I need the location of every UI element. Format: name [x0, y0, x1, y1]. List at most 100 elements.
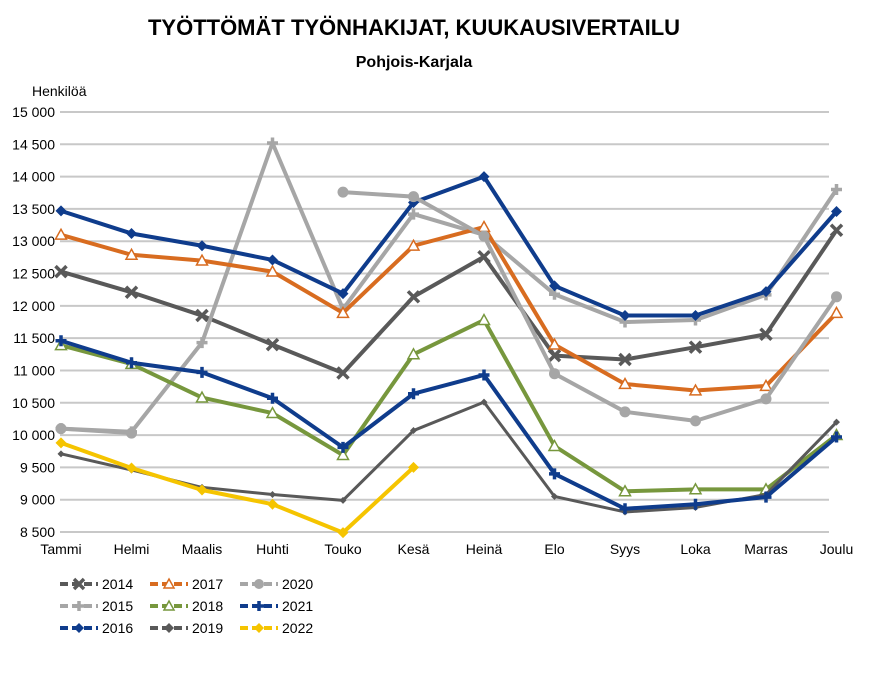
data-point	[55, 335, 67, 347]
data-point	[408, 208, 419, 220]
data-point	[126, 227, 137, 239]
data-point	[759, 327, 773, 342]
series-line	[60, 229, 839, 376]
series-2022	[55, 437, 419, 539]
x-tick-label: Joulu	[820, 541, 853, 557]
data-point	[690, 498, 701, 510]
data-point	[196, 337, 208, 349]
series-2014	[54, 223, 844, 380]
data-point	[619, 406, 631, 418]
data-point	[478, 369, 490, 381]
data-point	[337, 288, 349, 300]
y-tick-label: 15 000	[12, 104, 55, 120]
data-point	[690, 310, 701, 322]
series-line	[60, 225, 838, 393]
data-point	[195, 390, 209, 403]
series-2015	[55, 137, 842, 438]
legend-label: 2017	[192, 576, 223, 592]
x-tick-label: Elo	[544, 541, 564, 557]
data-point	[619, 310, 631, 322]
series-2017	[54, 219, 844, 396]
legend-marker	[162, 577, 176, 589]
data-point	[337, 441, 349, 453]
data-point	[478, 230, 490, 242]
legend-item-2021: 2021	[240, 598, 313, 614]
data-point	[54, 264, 68, 279]
y-tick-label: 12 000	[12, 298, 55, 314]
legend-item-2016: 2016	[60, 620, 133, 636]
data-point	[55, 423, 67, 435]
data-point	[547, 337, 562, 350]
data-point	[831, 184, 842, 196]
data-point	[549, 368, 560, 380]
series-2020	[55, 186, 842, 439]
data-point	[267, 254, 278, 266]
legend-item-2018: 2018	[150, 598, 223, 614]
legend-label: 2018	[192, 598, 223, 614]
legend-item-2022: 2022	[240, 620, 313, 636]
data-point	[54, 227, 68, 240]
x-tick-label: Maalis	[182, 541, 222, 557]
y-tick-label: 14 500	[12, 136, 55, 152]
data-point	[124, 247, 139, 260]
data-point	[124, 285, 139, 300]
data-point	[480, 398, 488, 406]
y-tick-label: 8 500	[20, 524, 55, 540]
data-point	[829, 223, 844, 237]
legend-marker	[164, 623, 174, 633]
series-2019	[57, 398, 840, 516]
legend-marker	[74, 623, 84, 633]
data-point	[547, 348, 562, 363]
legend-item-2019: 2019	[150, 620, 223, 636]
x-tick-label: Kesä	[398, 541, 430, 557]
data-point	[760, 393, 772, 405]
data-point	[406, 347, 421, 360]
data-point	[265, 406, 280, 419]
data-point	[406, 290, 421, 304]
data-point	[269, 491, 276, 499]
legend-marker	[162, 599, 176, 611]
series-line	[60, 318, 838, 494]
legend-item-2015: 2015	[60, 598, 133, 614]
x-tick-label: Touko	[324, 541, 362, 557]
data-point	[195, 308, 209, 323]
data-point	[619, 503, 631, 515]
series-line	[60, 426, 132, 436]
legend-marker	[254, 601, 264, 611]
data-point	[336, 305, 350, 319]
x-tick-label: Loka	[680, 541, 711, 557]
legend-label: 2021	[282, 598, 313, 614]
x-tick-label: Syys	[610, 541, 640, 557]
data-point	[831, 291, 842, 303]
chart-subtitle: Pohjois-Karjala	[356, 54, 473, 71]
legend-item-2014: 2014	[60, 576, 133, 592]
y-tick-label: 9 500	[20, 459, 55, 475]
data-point	[265, 337, 280, 352]
y-axis-ticks: 8 500 9 000 9 500 10 000 10 500 11 000 11 500 1…	[12, 104, 55, 540]
data-point	[833, 418, 840, 426]
legend-label: 2016	[102, 620, 133, 636]
data-point	[549, 468, 560, 480]
data-point	[195, 253, 209, 266]
data-point	[690, 415, 701, 427]
data-point	[618, 484, 632, 497]
data-point	[57, 450, 65, 458]
data-point	[196, 366, 208, 378]
x-tick-label: Huhti	[256, 541, 289, 557]
data-point	[760, 491, 772, 503]
data-point	[267, 498, 278, 510]
x-axis-ticks: Tammi Helmi Maalis Huhti Touko Kesä Heinä Elo Sy…	[40, 541, 853, 557]
data-point	[267, 392, 278, 404]
y-tick-label: 13 000	[12, 233, 55, 249]
x-tick-label: Heinä	[466, 541, 503, 557]
data-point	[831, 206, 842, 218]
legend-label: 2022	[282, 620, 313, 636]
data-point	[618, 376, 632, 390]
series-2016	[55, 171, 842, 322]
series-group	[54, 137, 844, 539]
y-tick-label: 9 000	[20, 492, 55, 508]
x-tick-label: Tammi	[40, 541, 81, 557]
data-point	[410, 427, 417, 435]
